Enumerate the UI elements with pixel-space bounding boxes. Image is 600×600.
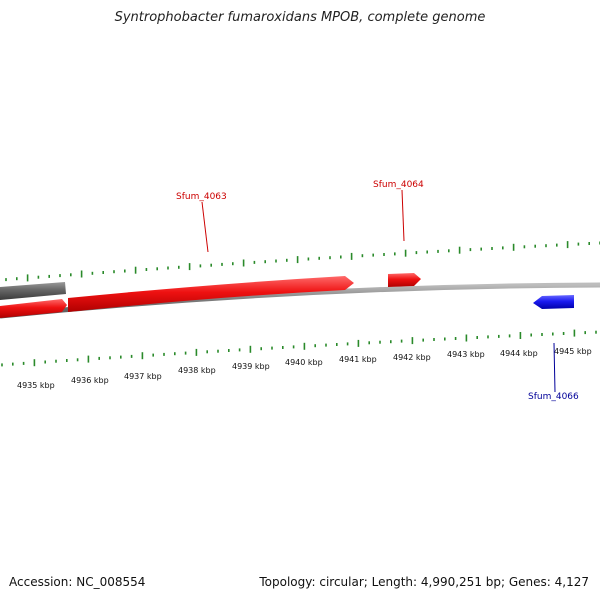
scale-label: 4935 kbp	[17, 381, 55, 390]
leader-line-sfum-4064	[401, 189, 405, 242]
scale-label: 4940 kbp	[285, 358, 323, 367]
scale-label: 4943 kbp	[447, 350, 485, 359]
outer-tick-ring	[5, 241, 600, 282]
scale-label: 4936 kbp	[71, 376, 109, 385]
scale-label: 4944 kbp	[500, 349, 538, 358]
scale-label: 4941 kbp	[339, 355, 377, 364]
gene-sfum-4063[interactable]	[68, 276, 354, 312]
genome-summary-text: Topology: circular; Length: 4,990,251 bp…	[259, 575, 589, 589]
gene-forward-left-fragment[interactable]	[0, 299, 67, 318]
gene-label-sfum-4064[interactable]: Sfum_4064	[373, 180, 424, 190]
leader-line-sfum-4063	[201, 201, 209, 253]
accession-text: Accession: NC_008554	[9, 575, 146, 589]
map-title: Syntrophobacter fumaroxidans MPOB, compl…	[114, 10, 486, 25]
scale-label: 4945 kbp	[554, 347, 592, 356]
leader-line-sfum-4066	[553, 342, 556, 393]
gene-label-sfum-4066[interactable]: Sfum_4066	[528, 392, 579, 402]
scale-label: 4939 kbp	[232, 362, 270, 371]
feature-gray-segment[interactable]	[0, 282, 66, 300]
scale-label: 4942 kbp	[393, 353, 431, 362]
scale-label: 4938 kbp	[178, 366, 216, 375]
scale-labels: 4935 kbp 4936 kbp 4937 kbp 4938 kbp 4939…	[17, 347, 592, 390]
inner-tick-ring	[1, 329, 597, 367]
gene-sfum-4064[interactable]	[388, 273, 421, 287]
gene-label-sfum-4063[interactable]: Sfum_4063	[176, 192, 227, 202]
gene-sfum-4066[interactable]	[533, 295, 574, 309]
scale-label: 4937 kbp	[124, 372, 162, 381]
